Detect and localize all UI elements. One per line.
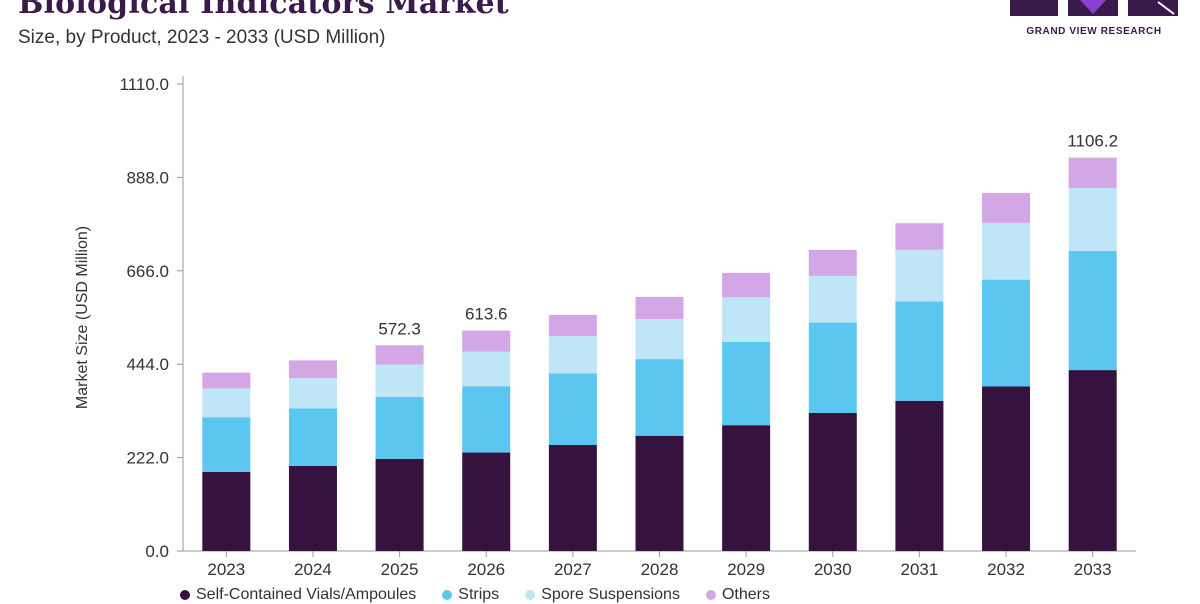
legend-item: Strips	[442, 586, 500, 603]
bar-segment	[635, 435, 684, 551]
bar-segment	[982, 192, 1031, 223]
bar-segment	[288, 360, 337, 379]
y-tick-label: 1110.0	[120, 75, 169, 94]
grand-view-research-logo: GRAND VIEW RESEARCH	[1008, 0, 1180, 40]
bar-segment	[375, 458, 424, 551]
bar-segment	[722, 341, 771, 426]
bar-segment	[548, 336, 597, 374]
x-tick-label: 2027	[554, 560, 592, 579]
logo-text: GRAND VIEW RESEARCH	[1026, 26, 1162, 37]
bar-segment	[462, 330, 511, 352]
bar-segment	[288, 408, 337, 467]
legend-item: Self-Contained Vials/Ampoules	[180, 586, 417, 603]
bar-segment	[288, 466, 337, 551]
bar-segment	[895, 223, 944, 250]
bar-segment	[722, 297, 771, 342]
bar-segment	[982, 386, 1031, 551]
bar-segment	[548, 314, 597, 337]
y-tick-label: 888.0	[126, 168, 169, 187]
bar-segment	[722, 425, 771, 551]
bar-segment	[808, 249, 857, 276]
bar-segment	[462, 351, 511, 387]
logo-icon	[1010, 0, 1178, 16]
bar-segment	[722, 272, 771, 298]
x-tick-label: 2023	[207, 560, 245, 579]
x-tick-label: 2025	[381, 560, 419, 579]
y-axis-label: Market Size (USD Million)	[74, 226, 91, 409]
bar-segment	[375, 364, 424, 398]
bar-segment	[635, 319, 684, 360]
bar-segment	[982, 222, 1031, 280]
bar-segment	[462, 452, 511, 551]
y-tick-label: 222.0	[126, 449, 169, 468]
bar-total-label: 613.6	[465, 305, 508, 324]
bar-segment	[1068, 370, 1117, 551]
bar-segment	[202, 388, 251, 418]
bar-segment	[982, 279, 1031, 387]
y-tick-label: 444.0	[126, 355, 169, 374]
bar-segment	[548, 373, 597, 445]
y-tick-label: 666.0	[126, 262, 169, 281]
bar-segment	[808, 413, 857, 551]
bar-segment	[895, 249, 944, 302]
bar-segment	[1068, 157, 1117, 188]
bar-segment	[375, 345, 424, 365]
x-tick-label: 2031	[900, 560, 938, 579]
x-tick-label: 2030	[814, 560, 852, 579]
y-tick-label: 0.0	[145, 542, 169, 561]
legend-swatch	[525, 590, 536, 600]
bar-total-label: 572.3	[378, 319, 421, 338]
legend-label: Others	[721, 586, 770, 603]
legend-item: Others	[705, 586, 770, 603]
bar-segment	[202, 471, 251, 551]
x-tick-label: 2033	[1074, 560, 1112, 579]
bar-segment	[375, 397, 424, 459]
legend-swatch	[180, 590, 190, 600]
bar-segment	[635, 359, 684, 436]
bar-segment	[202, 417, 251, 472]
bar-segment	[462, 386, 511, 453]
bar-segment	[895, 301, 944, 401]
bar-total-label: 1106.2	[1067, 132, 1118, 151]
chart-legend: Self-Contained Vials/Ampoules Strips Spore…	[180, 586, 770, 603]
chart-title: Biological Indicators Market	[18, 0, 509, 21]
x-tick-label: 2028	[641, 560, 679, 579]
legend-label: Strips	[458, 586, 500, 603]
legend-swatch	[442, 590, 453, 600]
bar-segment	[808, 275, 857, 323]
bar-segment	[548, 444, 597, 551]
legend-label: Spore Suspensions	[541, 586, 680, 603]
legend-swatch	[705, 590, 716, 600]
x-tick-label: 2024	[294, 560, 332, 579]
legend-item: Spore Suspensions	[525, 586, 680, 603]
bar-segment	[1068, 187, 1117, 252]
bar-segment	[288, 378, 337, 409]
chart-subtitle: Size, by Product, 2023 - 2033 (USD Milli…	[18, 27, 386, 48]
legend-label: Self-Contained Vials/Ampoules	[196, 586, 417, 603]
x-tick-label: 2032	[987, 560, 1025, 579]
bar-segment	[202, 372, 251, 389]
bar-segment	[895, 400, 944, 551]
bar-segment	[1068, 251, 1117, 371]
x-tick-label: 2029	[727, 560, 765, 579]
x-tick-label: 2026	[467, 560, 505, 579]
bar-segment	[808, 322, 857, 414]
bar-segment	[635, 296, 684, 320]
